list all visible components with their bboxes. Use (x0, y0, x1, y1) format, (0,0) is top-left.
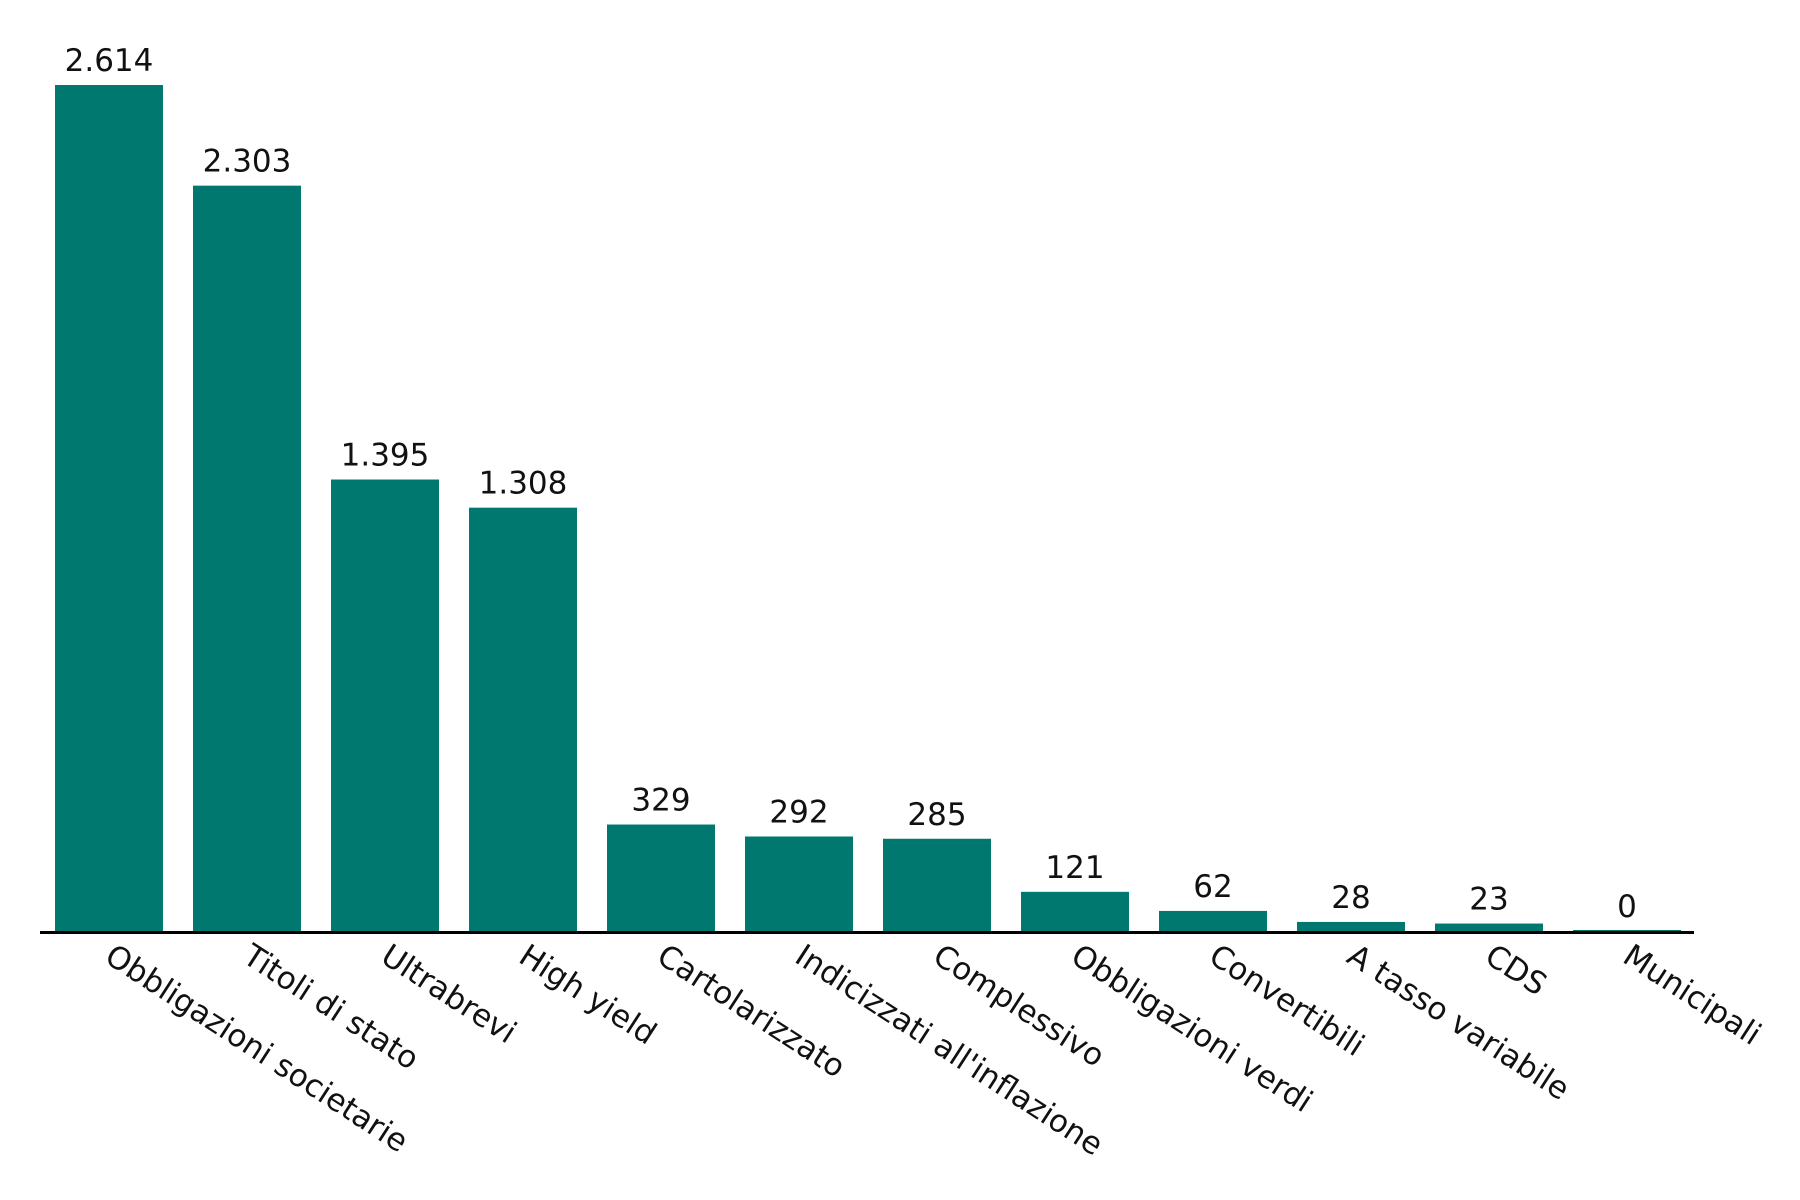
bar-10 (1297, 921, 1405, 931)
value-label: 2.303 (203, 144, 292, 180)
value-label: 292 (769, 794, 828, 830)
value-label: 2.614 (65, 43, 154, 79)
value-labels-group: 2.614 2.303 1.395 1.308 329 292 285 121 62 28 23 0 (65, 43, 1637, 925)
bars-group (55, 85, 1681, 931)
bar-4 (469, 507, 577, 931)
value-label: 0 (1617, 889, 1637, 925)
category-label: High yield (513, 938, 663, 1053)
value-label: 1.308 (479, 466, 568, 502)
value-label: 121 (1045, 850, 1104, 886)
value-label: 329 (631, 783, 690, 819)
bar-5 (607, 824, 715, 931)
category-label: Obbligazioni verdi (1065, 938, 1319, 1120)
bar-12 (1573, 930, 1681, 931)
value-label: 285 (907, 797, 966, 833)
bar-1 (55, 85, 163, 931)
bar-8 (1021, 891, 1129, 931)
category-label: A tasso variabile (1341, 938, 1576, 1108)
category-label: CDS (1479, 938, 1553, 1004)
value-label: 62 (1193, 869, 1232, 905)
bar-2 (193, 185, 301, 931)
bar-6 (745, 836, 853, 931)
bar-11 (1435, 923, 1543, 931)
value-label: 28 (1331, 880, 1370, 916)
category-label: Municipali (1617, 938, 1768, 1053)
bar-7 (883, 838, 991, 931)
bar-9 (1159, 910, 1267, 931)
value-label: 1.395 (341, 438, 430, 474)
value-label: 23 (1469, 882, 1508, 918)
bar-3 (331, 479, 439, 931)
